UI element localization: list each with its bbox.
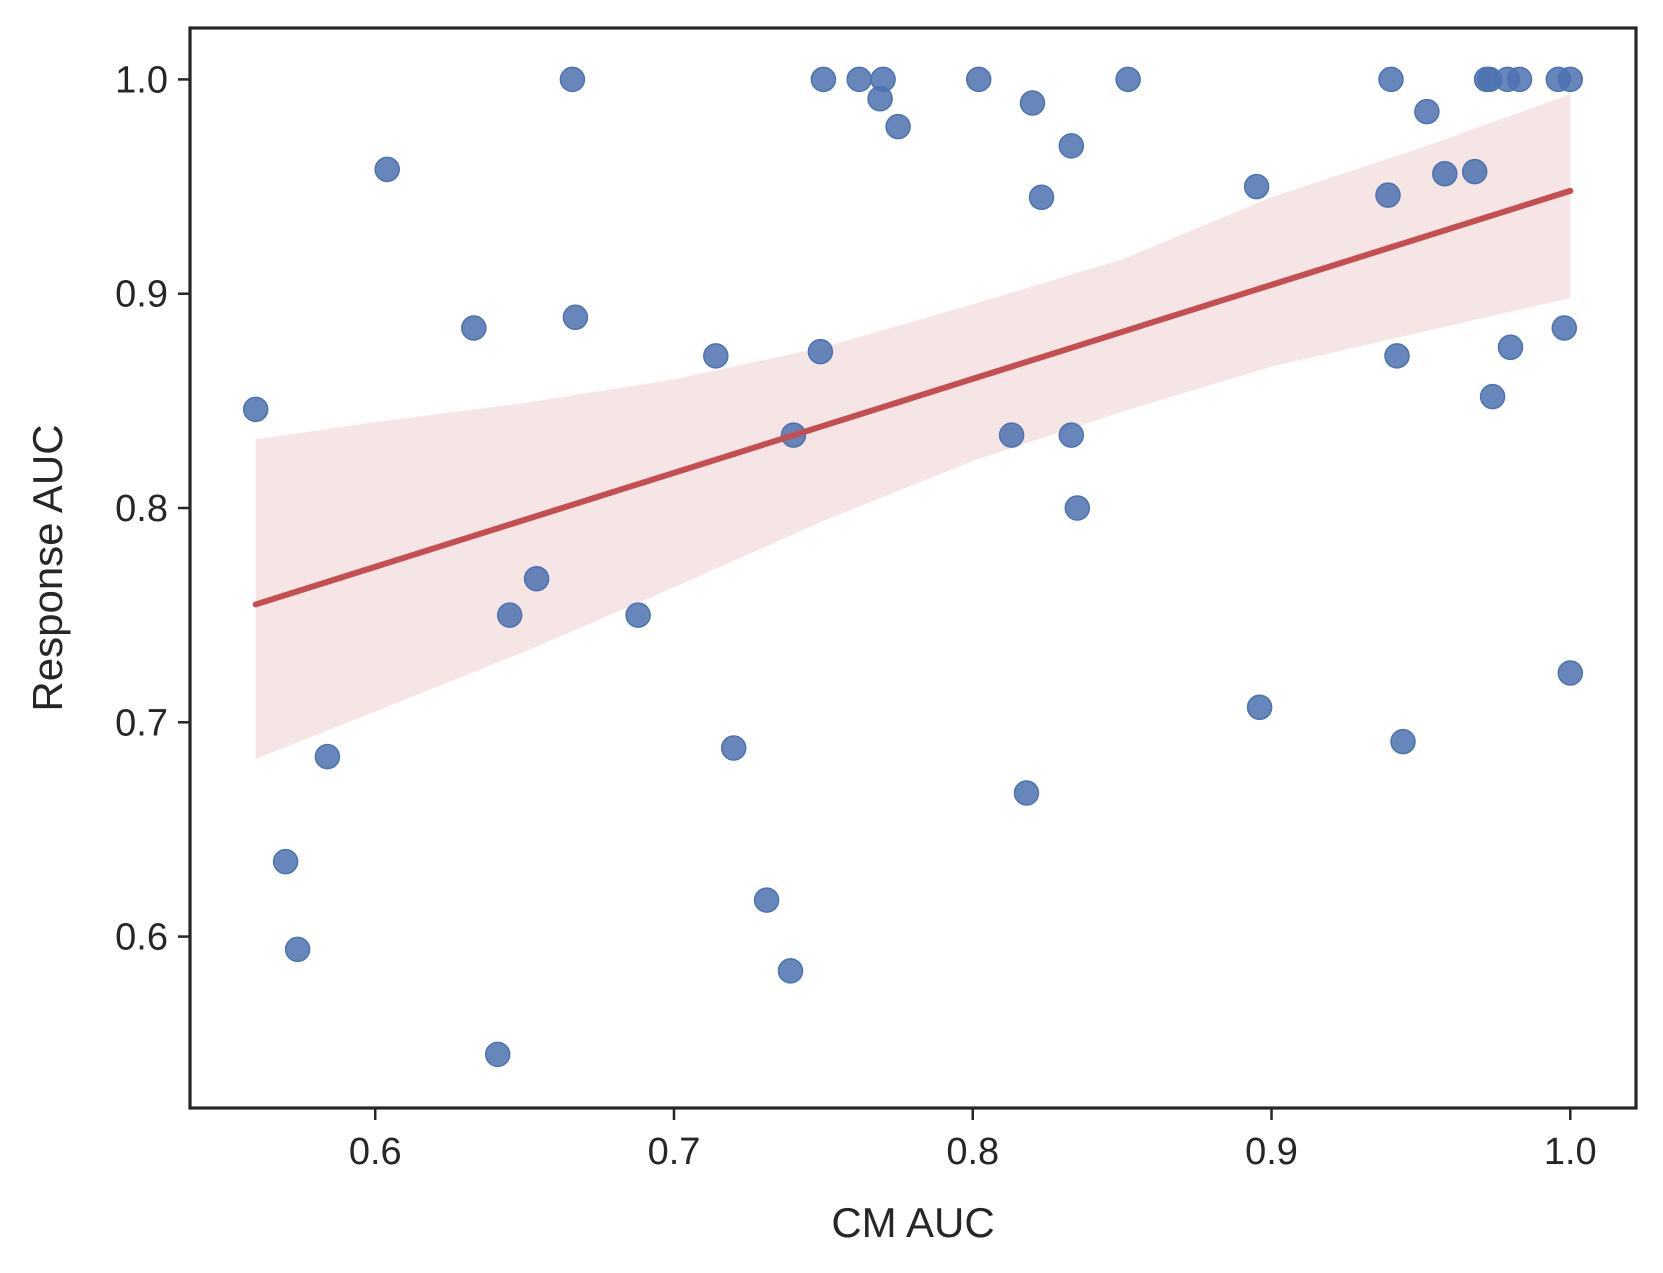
regression-line xyxy=(252,187,1574,608)
y-axis: 0.6 0.7 0.8 0.9 1.0 xyxy=(115,59,190,959)
data-point xyxy=(810,66,837,93)
data-point xyxy=(1557,660,1584,686)
data-point xyxy=(461,315,487,341)
data-point xyxy=(1479,383,1506,410)
data-point xyxy=(1390,728,1416,755)
data-point xyxy=(1243,173,1270,200)
x-tick-label: 0.8 xyxy=(946,1131,999,1173)
data-point xyxy=(870,66,896,93)
data-point xyxy=(1013,780,1040,806)
y-tick-label: 0.7 xyxy=(115,702,168,744)
data-point xyxy=(720,735,747,761)
data-point xyxy=(846,66,872,93)
data-point xyxy=(374,156,400,183)
y-axis-label: Response AUC xyxy=(24,424,71,711)
data-point xyxy=(1551,315,1578,341)
data-point xyxy=(777,958,804,984)
data-point xyxy=(625,602,651,628)
x-tick-label: 0.9 xyxy=(1245,1131,1298,1173)
data-point xyxy=(1115,66,1141,93)
data-point xyxy=(484,1041,511,1068)
data-point xyxy=(703,343,729,369)
y-tick-label: 0.6 xyxy=(115,917,168,959)
axes-frame xyxy=(188,26,1638,1110)
data-point xyxy=(965,66,992,93)
data-point xyxy=(1375,182,1401,208)
data-point xyxy=(1019,90,1046,116)
data-point xyxy=(496,602,523,628)
data-point xyxy=(1058,422,1085,448)
data-point xyxy=(284,936,311,963)
x-axis: 0.6 0.7 0.8 0.9 1.0 xyxy=(349,1108,1597,1173)
data-point xyxy=(272,848,299,875)
data-point xyxy=(1028,184,1055,211)
data-point xyxy=(242,396,269,423)
data-point xyxy=(1497,334,1524,361)
x-axis-label: CM AUC xyxy=(831,1199,994,1246)
data-point xyxy=(807,338,834,365)
plot-area xyxy=(242,66,1584,1068)
confidence-band xyxy=(255,94,1571,759)
data-point xyxy=(562,304,589,331)
data-point xyxy=(559,66,586,93)
data-point xyxy=(314,743,341,770)
x-tick-label: 0.7 xyxy=(648,1131,701,1173)
data-point xyxy=(1506,66,1533,93)
y-tick-label: 0.9 xyxy=(115,274,168,316)
data-point xyxy=(998,422,1025,448)
y-tick-label: 0.8 xyxy=(115,488,168,530)
data-point xyxy=(1461,158,1488,185)
data-point xyxy=(1384,343,1410,369)
data-point xyxy=(1432,160,1458,187)
data-point xyxy=(1414,98,1440,125)
x-tick-label: 0.6 xyxy=(349,1131,402,1173)
y-tick-label: 1.0 xyxy=(115,59,168,101)
x-tick-label: 1.0 xyxy=(1544,1131,1597,1173)
data-point xyxy=(885,113,911,140)
data-point xyxy=(1058,133,1085,159)
data-point xyxy=(753,887,780,913)
data-point xyxy=(1064,495,1091,521)
data-point xyxy=(523,565,550,592)
data-point xyxy=(1557,66,1584,93)
data-point xyxy=(1378,66,1404,93)
data-point xyxy=(1246,694,1273,721)
